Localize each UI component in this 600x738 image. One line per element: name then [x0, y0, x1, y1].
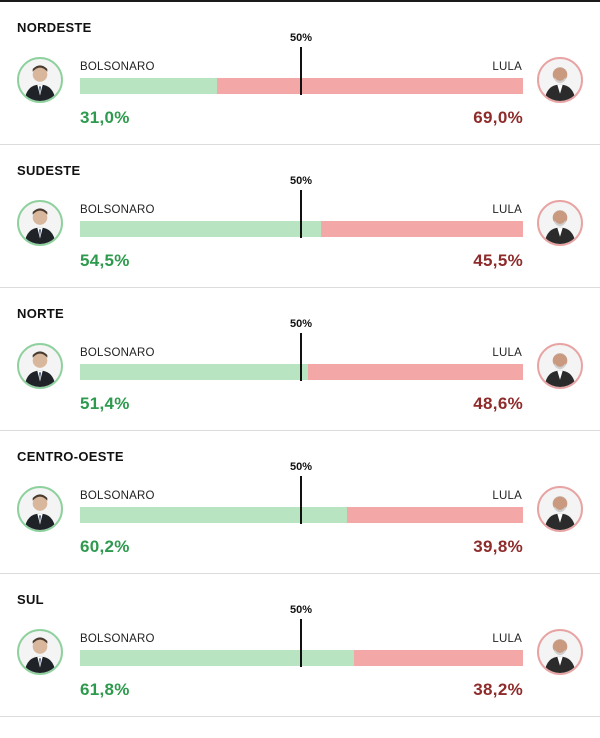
half-label: 50%	[289, 175, 313, 187]
region-card-sudeste: SUDESTE 50% BOLSONARO LULA 54,5% 45,5%	[0, 145, 600, 288]
lula-label: LULA	[492, 347, 522, 359]
lula-percentage: 69,0%	[473, 108, 523, 127]
half-marker	[300, 47, 302, 95]
lula-avatar-icon	[537, 486, 583, 532]
half-label: 50%	[289, 461, 313, 473]
bolsonaro-bar-fill	[80, 650, 354, 666]
bolsonaro-percentage: 31,0%	[80, 108, 130, 127]
bolsonaro-label: BOLSONARO	[80, 61, 155, 73]
region-title: SUL	[17, 592, 44, 607]
bolsonaro-bar-fill	[80, 507, 347, 523]
lula-avatar-icon	[537, 629, 583, 675]
vote-bar	[80, 507, 523, 523]
region-card-centro-oeste: CENTRO-OESTE 50% BOLSONARO LULA 60,2% 39…	[0, 431, 600, 574]
region-title: CENTRO-OESTE	[17, 449, 124, 464]
bolsonaro-percentage: 61,8%	[80, 680, 130, 699]
lula-avatar-icon	[537, 343, 583, 389]
bolsonaro-avatar-icon	[17, 486, 63, 532]
half-label: 50%	[289, 604, 313, 616]
half-marker	[300, 190, 302, 238]
half-marker	[300, 619, 302, 667]
lula-percentage: 48,6%	[473, 394, 523, 413]
region-card-norte: NORTE 50% BOLSONARO LULA 51,4% 48,6%	[0, 288, 600, 431]
lula-avatar-icon	[537, 57, 583, 103]
bolsonaro-percentage: 54,5%	[80, 251, 130, 270]
bolsonaro-label: BOLSONARO	[80, 204, 155, 216]
region-title: SUDESTE	[17, 163, 81, 178]
lula-percentage: 38,2%	[473, 680, 523, 699]
bolsonaro-avatar-icon	[17, 57, 63, 103]
bolsonaro-label: BOLSONARO	[80, 347, 155, 359]
region-title: NORDESTE	[17, 20, 92, 35]
half-marker	[300, 333, 302, 381]
lula-label: LULA	[492, 61, 522, 73]
region-card-nordeste: NORDESTE 50% BOLSONARO LULA 31,0% 69,0%	[0, 2, 600, 145]
bolsonaro-bar-fill	[80, 364, 308, 380]
bolsonaro-percentage: 60,2%	[80, 537, 130, 556]
bolsonaro-avatar-icon	[17, 200, 63, 246]
lula-label: LULA	[492, 490, 522, 502]
bolsonaro-label: BOLSONARO	[80, 490, 155, 502]
half-label: 50%	[289, 318, 313, 330]
top-divider	[0, 0, 600, 2]
half-label: 50%	[289, 32, 313, 44]
lula-label: LULA	[492, 633, 522, 645]
bolsonaro-avatar-icon	[17, 343, 63, 389]
half-marker	[300, 476, 302, 524]
bolsonaro-avatar-icon	[17, 629, 63, 675]
bolsonaro-percentage: 51,4%	[80, 394, 130, 413]
region-title: NORTE	[17, 306, 64, 321]
lula-percentage: 45,5%	[473, 251, 523, 270]
region-card-sul: SUL 50% BOLSONARO LULA 61,8% 38,2%	[0, 574, 600, 717]
lula-label: LULA	[492, 204, 522, 216]
bolsonaro-label: BOLSONARO	[80, 633, 155, 645]
lula-percentage: 39,8%	[473, 537, 523, 556]
bolsonaro-bar-fill	[80, 78, 218, 94]
bolsonaro-bar-fill	[80, 221, 322, 237]
lula-avatar-icon	[537, 200, 583, 246]
